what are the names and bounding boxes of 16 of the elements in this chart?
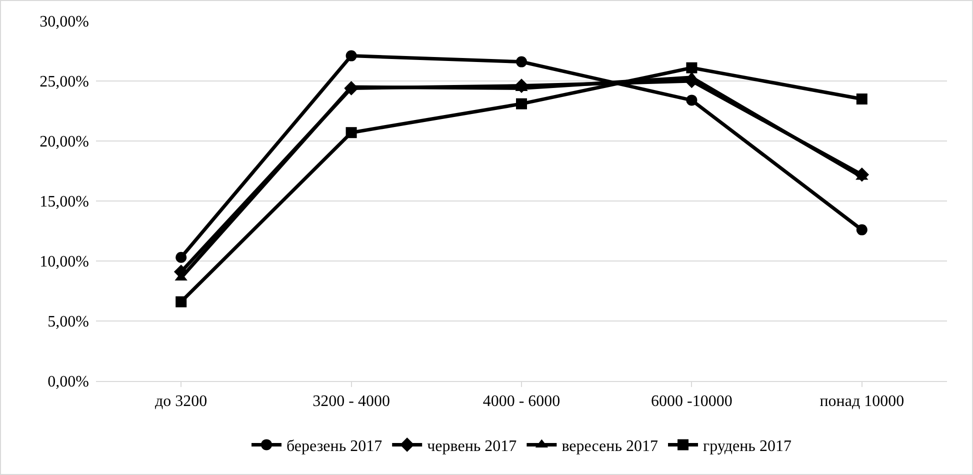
x-tick-label: до 3200 (155, 393, 208, 410)
x-tick-label: 3200 - 4000 (312, 393, 390, 410)
legend-label: вересень 2017 (562, 438, 658, 455)
x-tick-label: понад 10000 (820, 393, 904, 410)
legend-label: березень 2017 (286, 438, 382, 455)
x-tick-label: 4000 - 6000 (482, 393, 560, 410)
y-tick-label: 25,00% (40, 74, 89, 91)
y-tick-label: 15,00% (40, 194, 89, 211)
y-tick-label: 20,00% (40, 134, 89, 151)
y-tick-label: 10,00% (40, 254, 89, 271)
y-tick-label: 0,00% (48, 374, 89, 391)
y-tick-label: 5,00% (48, 314, 89, 331)
legend-label: червень 2017 (427, 438, 517, 455)
legend-label: грудень 2017 (703, 438, 792, 455)
x-tick-label: 6000 -10000 (651, 393, 732, 410)
y-tick-label: 30,00% (40, 14, 89, 31)
